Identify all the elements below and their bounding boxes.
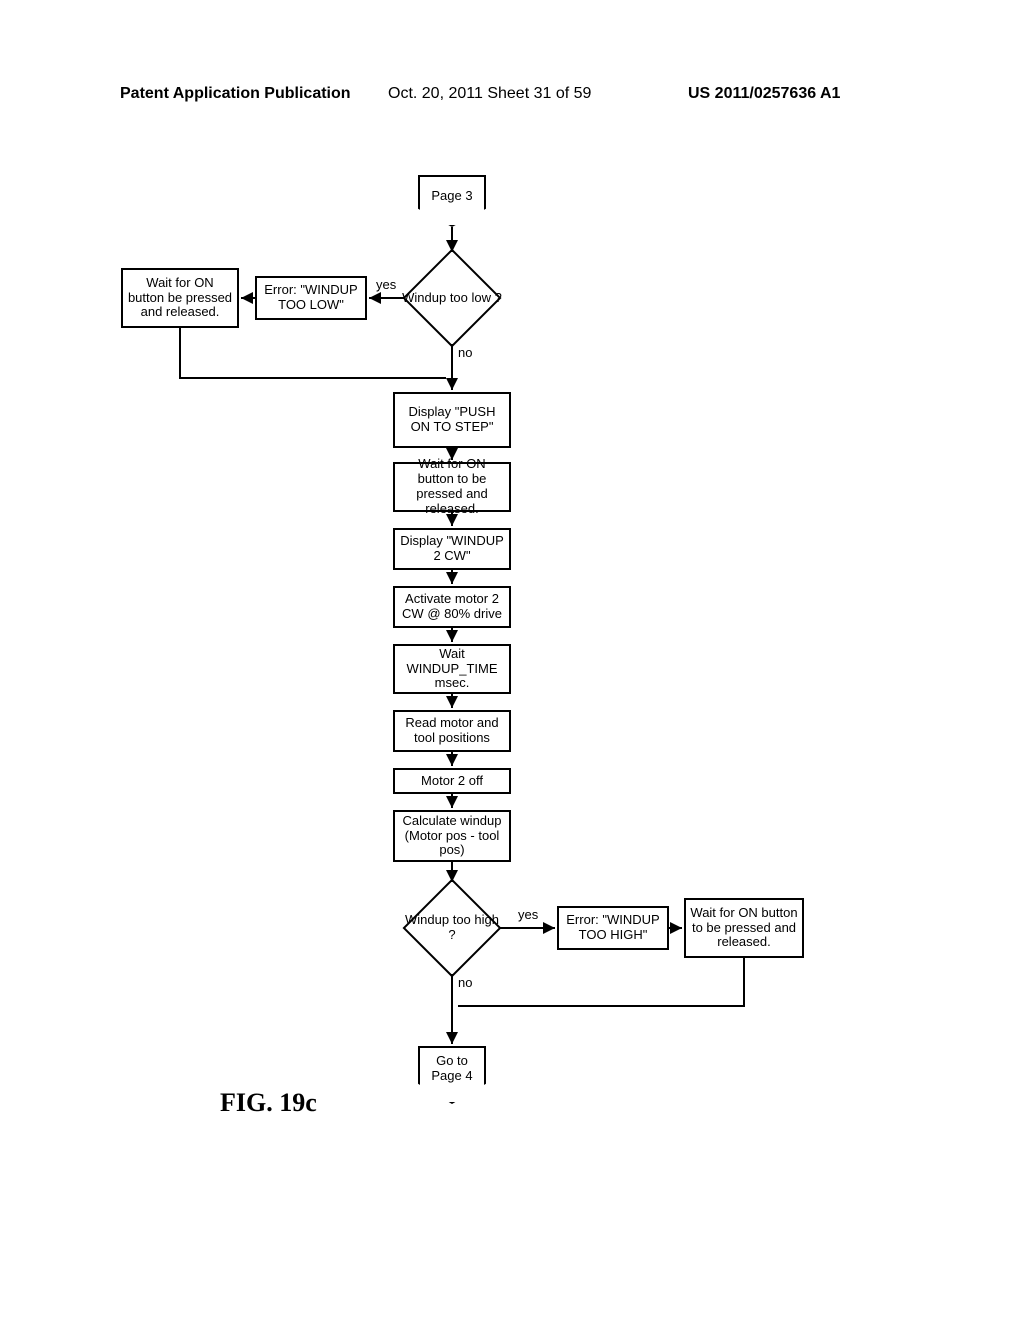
decision-windup-high: Windup too high ? [402,878,502,978]
decision-windup-low: Windup too low ? [402,248,502,348]
node-wait-time-label: Wait WINDUP_TIME msec. [399,647,505,692]
node-motor-off: Motor 2 off [393,768,511,794]
node-error-low: Error: "WINDUP TOO LOW" [255,276,367,320]
node-wait-high: Wait for ON button to be pressed and rel… [684,898,804,958]
node-wait-on-label: Wait for ON button to be pressed and rel… [399,457,505,517]
connector-page-out-label: Go to Page 4 [420,1054,484,1084]
node-error-high-label: Error: "WINDUP TOO HIGH" [563,913,663,943]
node-wait-on: Wait for ON button to be pressed and rel… [393,462,511,512]
connector-page-out: Go to Page 4 [418,1046,486,1104]
node-calc-label: Calculate windup (Motor pos - tool pos) [399,814,505,859]
node-read-pos-label: Read motor and tool positions [399,716,505,746]
connector-page-in: Page 3 [418,175,486,227]
node-wait-high-label: Wait for ON button to be pressed and rel… [690,906,798,951]
node-motor-on-label: Activate motor 2 CW @ 80% drive [399,592,505,622]
node-push-step-label: Display "PUSH ON TO STEP" [399,405,505,435]
header-publication: Patent Application Publication [120,85,351,103]
node-wait-low-label: Wait for ON button be pressed and releas… [127,276,233,321]
node-wait-low: Wait for ON button be pressed and releas… [121,268,239,328]
node-motor-off-label: Motor 2 off [421,774,483,789]
node-motor-on: Activate motor 2 CW @ 80% drive [393,586,511,628]
edge-d1-yes: yes [376,277,396,292]
edge-d1-no: no [458,345,472,360]
node-error-low-label: Error: "WINDUP TOO LOW" [261,283,361,313]
node-calc: Calculate windup (Motor pos - tool pos) [393,810,511,862]
node-wait-time: Wait WINDUP_TIME msec. [393,644,511,694]
figure-label: FIG. 19c [220,1088,317,1118]
flow-edges [0,0,1024,1320]
header-patent-no: US 2011/0257636 A1 [688,85,840,103]
decision-windup-high-label: Windup too high ? [402,878,502,978]
connector-page-in-label: Page 3 [431,189,472,204]
edge-d2-no: no [458,975,472,990]
node-read-pos: Read motor and tool positions [393,710,511,752]
decision-windup-low-label: Windup too low ? [402,248,502,348]
node-disp-w2-label: Display "WINDUP 2 CW" [399,534,505,564]
header-date-sheet: Oct. 20, 2011 Sheet 31 of 59 [388,85,591,103]
edge-d2-yes: yes [518,907,538,922]
node-disp-w2: Display "WINDUP 2 CW" [393,528,511,570]
node-error-high: Error: "WINDUP TOO HIGH" [557,906,669,950]
node-push-step: Display "PUSH ON TO STEP" [393,392,511,448]
